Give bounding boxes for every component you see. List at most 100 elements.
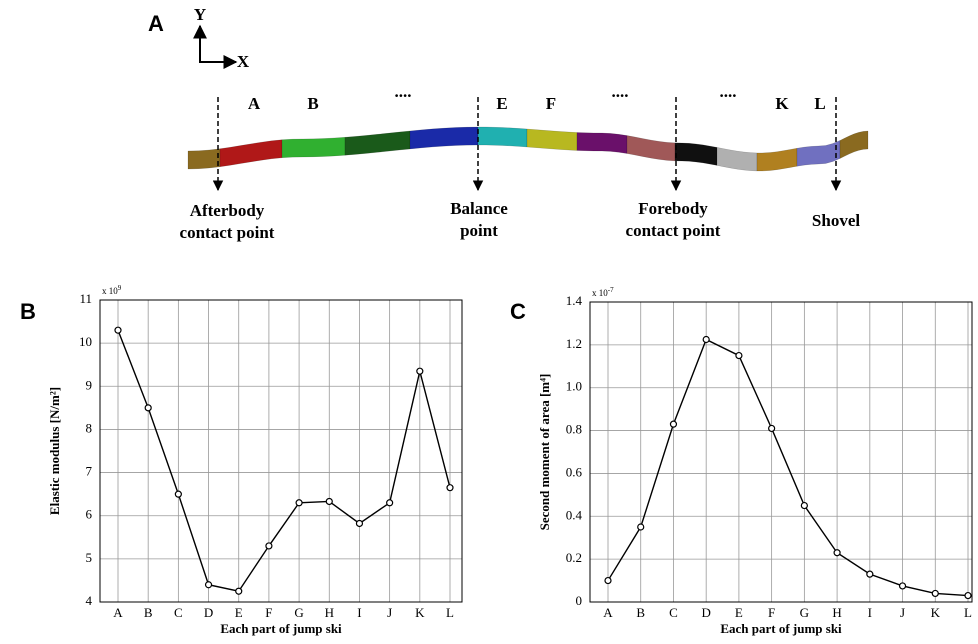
point-label: Shovel (812, 211, 860, 230)
x-tick-label: B (636, 605, 645, 620)
data-point (637, 523, 645, 531)
segment-label: L (814, 94, 825, 113)
y-axis-label: Elastic modulus [N/m²] (47, 387, 62, 515)
data-point (204, 581, 213, 589)
x-tick-label: J (387, 605, 392, 620)
data-point (800, 501, 808, 510)
data-line (117, 329, 451, 592)
y-multiplier: x 109 (102, 284, 122, 296)
x-tick-label: E (235, 605, 243, 620)
data-point (386, 499, 394, 507)
y-tick-label: 1.2 (566, 336, 582, 351)
y-tick-label: 0.2 (566, 550, 582, 565)
y-tick-label: 4 (86, 593, 93, 608)
segment-label: .... (395, 82, 412, 101)
point-label: contact point (626, 221, 721, 240)
panel-label: A (148, 11, 164, 36)
x-tick-label: J (900, 605, 905, 620)
y-tick-label: 1.4 (566, 293, 583, 308)
data-point (295, 499, 303, 507)
x-tick-label: B (144, 605, 153, 620)
y-tick-label: 8 (86, 420, 93, 435)
x-tick-label: L (446, 605, 454, 620)
x-tick-label: C (174, 605, 183, 620)
y-multiplier: x 10-7 (592, 286, 614, 298)
segment-label: .... (612, 82, 629, 101)
x-tick-label: I (868, 605, 872, 620)
x-tick-label: C (669, 605, 678, 620)
y-tick-label: 7 (86, 464, 93, 479)
x-tick-label: L (964, 605, 972, 620)
data-point (174, 490, 182, 498)
segment-label: F (546, 94, 556, 113)
point-label: point (460, 221, 498, 240)
ski-diagram: A Y X A B .... E F .... .... K L Afterbo… (148, 5, 869, 242)
point-label: Forebody (638, 199, 708, 218)
x-tick-label: I (357, 605, 361, 620)
x-tick-label: G (800, 605, 809, 620)
multiplier-exponent: -7 (608, 286, 614, 294)
ski-segment (796, 140, 841, 167)
ski-segment (716, 147, 758, 172)
data-point (416, 367, 424, 375)
x-tick-label: A (603, 605, 613, 620)
panel-label: C (510, 299, 526, 324)
ski-segment (576, 132, 628, 154)
data-point (931, 589, 939, 598)
ski-segment (281, 136, 346, 159)
ski-segment (344, 130, 411, 156)
x-tick-label: H (832, 605, 841, 620)
multiplier-base: x 10 (102, 286, 118, 296)
multiplier-exponent: 9 (118, 284, 122, 292)
data-point (144, 404, 152, 412)
point-label: Afterbody (190, 201, 265, 220)
ski-segment (674, 142, 718, 166)
data-point (114, 326, 122, 334)
y-tick-label: 0.8 (566, 422, 582, 437)
data-point (768, 424, 776, 433)
x-tick-label: F (768, 605, 775, 620)
data-point (669, 420, 678, 428)
ski-segment (409, 126, 479, 150)
data-point (866, 570, 874, 578)
y-tick-label: 9 (86, 377, 93, 392)
segment-label: K (775, 94, 789, 113)
ski-segment (526, 128, 578, 151)
point-label: contact point (180, 223, 275, 242)
y-tick-label: 6 (86, 507, 93, 522)
y-tick-label: 0 (576, 593, 583, 608)
ski-segment (626, 135, 676, 162)
data-point (355, 519, 364, 528)
segment-label: E (496, 94, 507, 113)
point-label: Balance (450, 199, 508, 218)
data-point (964, 591, 972, 600)
x-axis-label: Each part of jump ski (220, 621, 342, 636)
x-tick-label: K (415, 605, 425, 620)
y-tick-label: 0.6 (566, 464, 583, 479)
data-point (898, 582, 907, 590)
x-axis-label: Each part of jump ski (720, 621, 842, 636)
y-tick-label: 1.0 (566, 379, 582, 394)
x-tick-label: H (325, 605, 334, 620)
ski-segment (756, 147, 798, 172)
x-tick-label: K (931, 605, 941, 620)
ski-segment (477, 126, 528, 148)
panel-label: B (20, 299, 36, 324)
data-point (325, 497, 333, 506)
axis-label: Y (194, 5, 206, 24)
x-tick-label: E (735, 605, 743, 620)
plot-frame (99, 299, 463, 603)
x-tick-label: D (701, 605, 710, 620)
x-tick-label: G (294, 605, 303, 620)
x-tick-label: A (113, 605, 123, 620)
plot-frame (589, 301, 973, 603)
data-point (604, 576, 612, 585)
y-axis-label: Second moment of area [m⁴] (537, 374, 552, 531)
x-tick-label: D (204, 605, 213, 620)
axis-label: X (237, 52, 250, 71)
data-point (446, 484, 454, 492)
segment-label: B (307, 94, 318, 113)
x-tick-label: F (265, 605, 272, 620)
segment-label: A (248, 94, 261, 113)
